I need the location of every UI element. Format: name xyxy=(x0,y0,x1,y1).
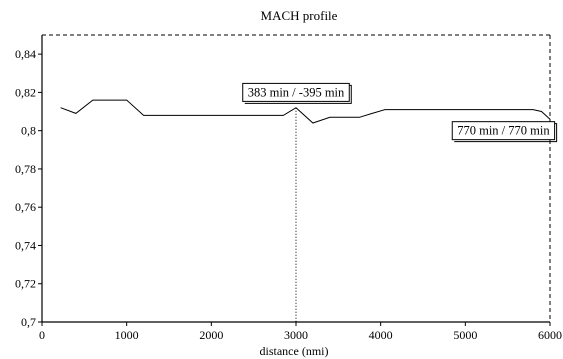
x-tick-label: 4000 xyxy=(369,328,393,342)
x-tick-label: 1000 xyxy=(115,328,139,342)
annotation-label: 383 min / -395 min xyxy=(248,85,345,99)
y-tick-label: 0,8 xyxy=(21,124,36,138)
x-tick-label: 0 xyxy=(39,328,45,342)
y-tick-label: 0,74 xyxy=(15,238,36,252)
y-axis-ticks: 0,7 0,72 0,74 0,76 0,78 0,8 0,82 0,84 xyxy=(15,47,42,329)
mach-series-line xyxy=(60,99,551,124)
annotation-box: 770 min / 770 min xyxy=(451,121,558,143)
x-axis-ticks: 0 1000 2000 3000 4000 5000 6000 xyxy=(39,322,562,342)
y-tick-label: 0,76 xyxy=(15,200,36,214)
y-tick-label: 0,82 xyxy=(15,85,36,99)
x-axis-label: distance (nmi) xyxy=(260,344,329,358)
annotation-label: 770 min / 770 min xyxy=(457,124,550,138)
annotation-box: 383 min / -395 min xyxy=(242,82,352,104)
annotations-group: 383 min / -395 min 770 min / 770 min xyxy=(242,82,558,143)
series-group xyxy=(60,99,551,322)
x-tick-label: 2000 xyxy=(199,328,223,342)
y-tick-label: 0,72 xyxy=(15,277,36,291)
x-tick-label: 5000 xyxy=(453,328,477,342)
annotation-shadow xyxy=(454,123,558,143)
x-tick-label: 6000 xyxy=(538,328,562,342)
annotation-shadow xyxy=(244,84,352,104)
chart-title: MACH profile xyxy=(261,8,338,23)
y-tick-label: 0,78 xyxy=(15,162,36,176)
y-tick-label: 0,84 xyxy=(15,47,36,61)
y-tick-label: 0,7 xyxy=(21,315,36,329)
annotation-border xyxy=(451,121,556,141)
annotation-border xyxy=(242,82,350,102)
x-tick-label: 3000 xyxy=(284,328,308,342)
